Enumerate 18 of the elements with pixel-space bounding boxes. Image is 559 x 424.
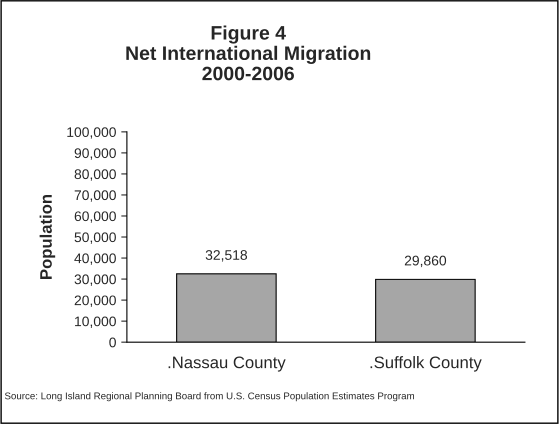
y-tick-label: 90,000 [74,148,116,160]
y-tick-label: 100,000 [67,127,116,139]
y-tick-label: 60,000 [74,211,116,223]
data-label: 29,860 [404,256,446,268]
x-tick-label: .Nassau County [168,356,286,372]
x-tick-label: .Suffolk County [370,356,482,372]
y-tick-label: 20,000 [74,295,116,307]
data-label: 32,518 [206,250,248,262]
y-tick-label: 50,000 [74,232,116,244]
y-tick-label: 10,000 [75,316,116,328]
y-axis-title: Population [40,194,56,279]
source-note: Source: Long Island Regional Planning Board from U.S. Census Population Estimates Program [4,392,414,402]
y-tick-label: 30,000 [74,274,116,286]
y-tick-label: 70,000 [74,190,116,202]
chart-title: Figure 4 Net International Migration 2000-2006 [126,25,370,80]
y-tick-label: 40,000 [74,253,116,265]
y-tick-label: 80,000 [74,169,116,181]
y-tick-label: 0 [109,338,116,348]
